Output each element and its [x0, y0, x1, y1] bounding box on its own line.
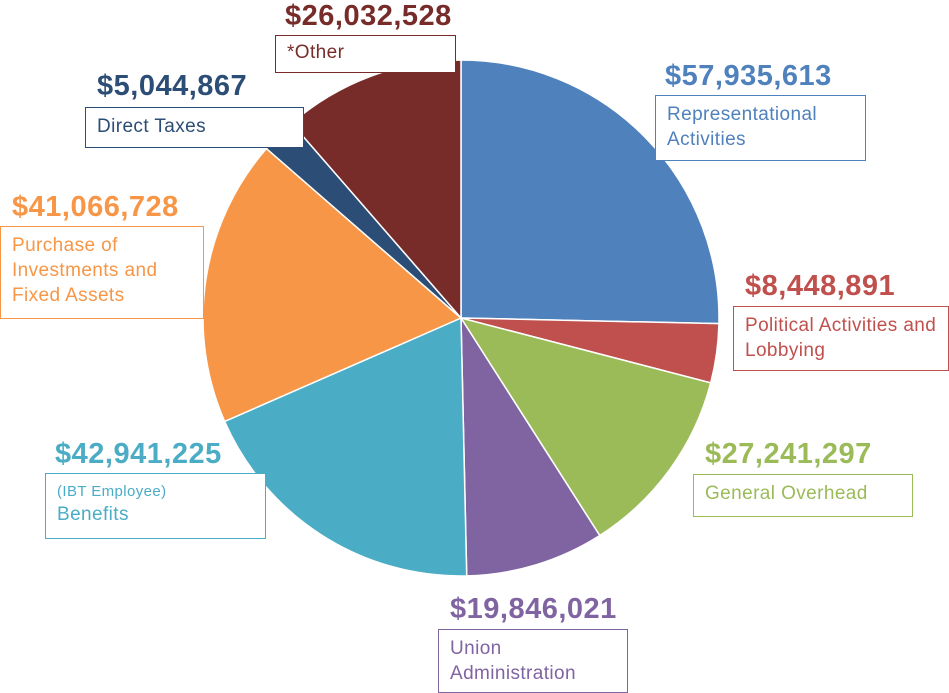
value-label-union-administration: $19,846,021 — [450, 593, 617, 625]
label-box-purchase: Purchase of Investments and Fixed Assets — [0, 226, 204, 319]
value-label-general-overhead: $27,241,297 — [705, 438, 872, 470]
value-label-direct-taxes: $5,044,867 — [97, 70, 248, 102]
label-box-direct-taxes: Direct Taxes — [85, 107, 304, 148]
label-box-representational: Representational Activities — [655, 95, 866, 161]
label-text-benefits: Benefits — [57, 504, 129, 525]
label-box-benefits: (IBT Employee) Benefits — [45, 473, 266, 539]
value-label-representational: $57,935,613 — [665, 60, 832, 92]
value-label-other: $26,032,528 — [285, 0, 452, 32]
value-label-purchase: $41,066,728 — [12, 191, 179, 223]
pie-slice-union-administration — [460, 315, 601, 577]
pie-slice-purchase — [202, 147, 463, 423]
value-label-political: $8,448,891 — [745, 270, 896, 302]
pie-slice-general-overhead — [459, 316, 712, 537]
label-box-political: Political Activities and Lobbying — [733, 306, 949, 371]
label-box-general-overhead: General Overhead — [693, 474, 913, 517]
label-box-union-administration: Union Administration — [438, 629, 628, 693]
label-prefix-benefits: (IBT Employee) — [57, 483, 167, 500]
value-label-benefits: $42,941,225 — [55, 438, 222, 470]
pie-slice-representational — [460, 59, 720, 325]
label-box-other: *Other — [275, 35, 456, 73]
pie-slice-benefits — [223, 316, 468, 577]
